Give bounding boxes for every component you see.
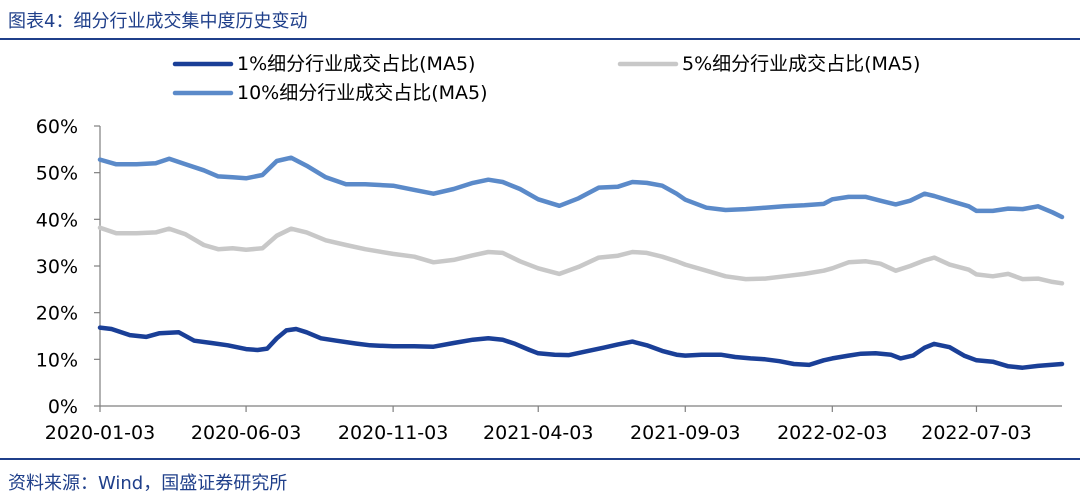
y-tick-label: 20%: [36, 303, 78, 325]
x-tick-label: 2020-11-03: [338, 422, 448, 444]
y-tick-label: 40%: [36, 209, 78, 231]
figure-source: 资料来源：Wind，国盛证券研究所: [8, 473, 288, 494]
figure-header: 图表4：细分行业成交集中度历史变动: [0, 0, 1080, 40]
figure-footer: 资料来源：Wind，国盛证券研究所: [0, 458, 1080, 501]
x-tick-label: 2021-09-03: [630, 422, 740, 444]
line-chart: 1%细分行业成交占比(MA5) 5%细分行业成交占比(MA5) 10%细分行业成交占…: [36, 53, 1065, 444]
y-tick-label: 60%: [36, 116, 78, 138]
x-tick-label: 2020-01-03: [45, 422, 155, 444]
series-layer: [97, 155, 1065, 370]
legend-label-2: 10%细分行业成交占比(MA5): [237, 82, 488, 104]
x-tick-label: 2021-04-03: [483, 422, 593, 444]
chart-legend: 1%细分行业成交占比(MA5) 5%细分行业成交占比(MA5) 10%细分行业成交占…: [172, 53, 920, 104]
legend-label-1: 5%细分行业成交占比(MA5): [682, 53, 920, 75]
figure-title: 图表4：细分行业成交集中度历史变动: [8, 11, 308, 32]
x-tick-label: 2020-06-03: [191, 422, 301, 444]
series-line-2: [97, 155, 1065, 220]
y-tick-label: 10%: [36, 349, 78, 371]
y-axis: 0% 10% 20% 30% 40% 50% 60%: [36, 116, 101, 418]
legend-label-0: 1%细分行业成交占比(MA5): [237, 53, 475, 75]
series-line-1: [97, 225, 1065, 286]
y-tick-label: 0%: [48, 396, 78, 418]
y-tick-label: 50%: [36, 163, 78, 185]
y-tick-label: 30%: [36, 256, 78, 278]
x-tick-label: 2022-02-03: [777, 422, 887, 444]
series-line-0: [97, 325, 1065, 370]
x-axis: 2020-01-03 2020-06-03 2020-11-03 2021-04-03…: [45, 405, 1062, 444]
x-tick-label: 2022-07-03: [921, 422, 1031, 444]
